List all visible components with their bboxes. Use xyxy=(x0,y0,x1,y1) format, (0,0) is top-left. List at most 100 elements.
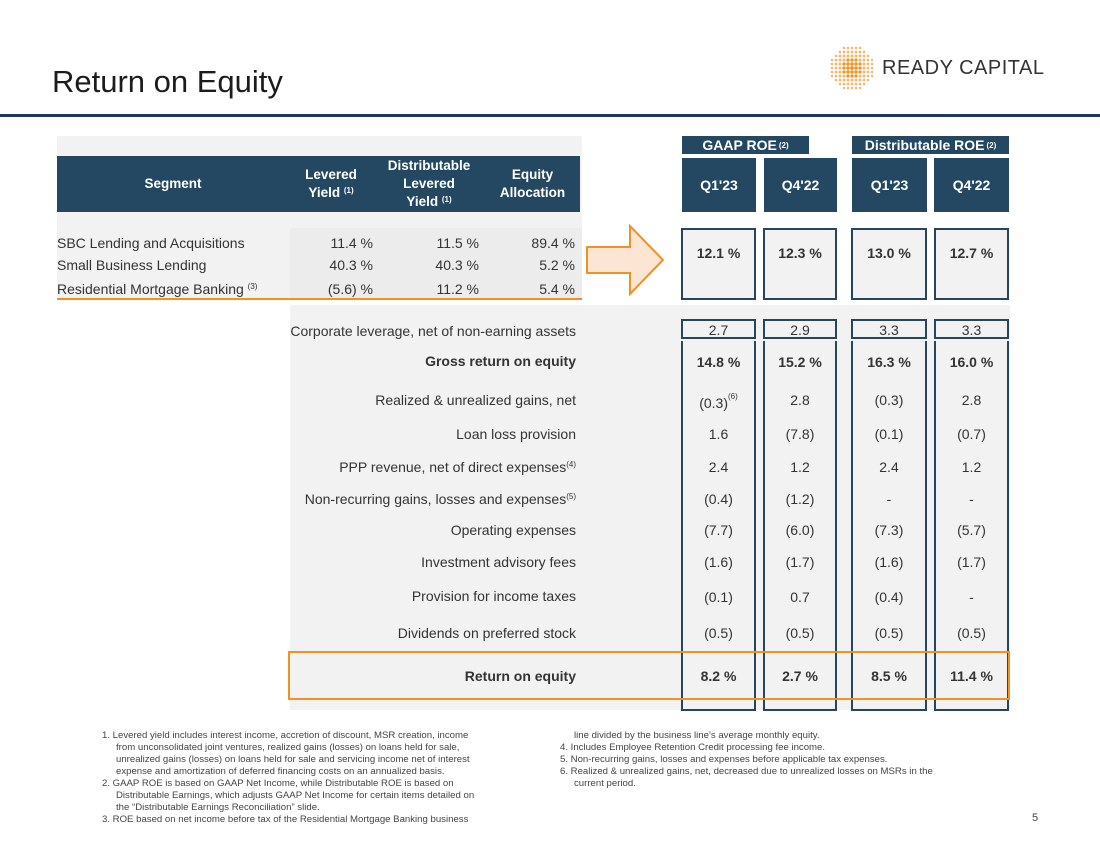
segment-roe-value: 12.7 % xyxy=(949,245,994,261)
row-label: Loan loss provision xyxy=(456,426,576,442)
dotted-globe-mark-icon xyxy=(830,46,874,90)
footnote-line: 2. GAAP ROE is based on GAAP Net Income,… xyxy=(102,778,454,789)
row-value: (1.6) xyxy=(704,554,733,570)
distributable-levered-yield-value: 40.3 % xyxy=(435,257,479,273)
logo-text: READY CAPITAL xyxy=(882,57,1045,79)
gaap-roe-header: GAAP ROE (2) xyxy=(682,136,809,154)
row-value: - xyxy=(969,491,974,507)
row-value: 3.3 xyxy=(879,322,899,338)
row-value: - xyxy=(969,589,974,605)
segment-underline xyxy=(57,298,582,300)
segment-roe-box xyxy=(934,228,1009,300)
header-levered-yield: Levered Yield (1) xyxy=(289,156,373,212)
row-label: Realized & unrealized gains, net xyxy=(375,392,576,408)
distributable-roe-header: Distributable ROE (2) xyxy=(852,136,1009,154)
row-value: 16.3 % xyxy=(867,354,911,370)
leverage-box xyxy=(763,319,837,339)
row-value: 11.4 % xyxy=(950,668,993,684)
row-value: (7.3) xyxy=(874,522,904,538)
footnote-line: expense and amortization of deferred fin… xyxy=(116,766,445,777)
row-value: 2.9 xyxy=(790,322,810,338)
row-value: 0.7 xyxy=(790,589,810,605)
row-value: (0.3) xyxy=(874,392,904,408)
row-value: (0.7) xyxy=(957,426,986,442)
distributable-levered-yield-value: 11.5 % xyxy=(436,235,479,251)
row-value: 3.3 xyxy=(961,322,982,338)
row-value: (0.4) xyxy=(874,589,904,605)
bottom-line xyxy=(763,709,837,711)
equity-allocation-value: 89.4 % xyxy=(531,235,575,251)
row-value: (0.5) xyxy=(957,625,986,641)
bottom-line xyxy=(681,709,756,711)
footnotes-left: 1. Levered yield includes interest incom… xyxy=(102,730,542,826)
period-header: Q4'22 xyxy=(934,158,1009,212)
segment-name: Residential Mortgage Banking (3) xyxy=(57,281,258,297)
column-line xyxy=(925,341,927,711)
row-value: (1.2) xyxy=(785,491,815,507)
row-value: 2.8 xyxy=(961,392,982,408)
right-arrow-icon xyxy=(586,223,665,297)
segment-roe-box xyxy=(763,228,837,300)
footnote-line: the “Distributable Earnings Reconciliati… xyxy=(116,802,320,813)
equity-allocation-value: 5.4 % xyxy=(539,281,575,297)
column-line xyxy=(754,341,756,711)
row-value: (1.7) xyxy=(957,554,986,570)
roe-bridge-panel xyxy=(290,305,1010,710)
header-distributable-levered-yield: Distributable Levered Yield (1) xyxy=(373,156,485,212)
column-line xyxy=(681,341,683,711)
distributable-levered-yield-value: 11.2 % xyxy=(436,281,479,297)
row-value: (7.8) xyxy=(785,426,815,442)
footnotes-right: line divided by the business line’s aver… xyxy=(560,730,1010,790)
return-on-equity-highlight xyxy=(288,651,1010,700)
footnote-line: 5. Non-recurring gains, losses and expen… xyxy=(560,754,888,765)
row-value: 15.2 % xyxy=(778,354,822,370)
row-value: 2.7 xyxy=(708,322,729,338)
row-label: Corporate leverage, net of non-earning a… xyxy=(290,323,576,339)
segment-roe-value: 12.1 % xyxy=(696,245,741,261)
footnote-line: unrealized gains (losses) on loans held … xyxy=(116,754,470,765)
column-line xyxy=(851,341,853,711)
segment-roe-box xyxy=(851,228,927,300)
row-value: 1.6 xyxy=(708,426,729,442)
levered-yield-value: 11.4 % xyxy=(330,235,373,251)
row-value: (0.5) xyxy=(704,625,733,641)
row-value: (0.1) xyxy=(704,589,733,605)
row-label: Operating expenses xyxy=(450,522,576,538)
row-value: (1.7) xyxy=(785,554,815,570)
page-number: 5 xyxy=(1032,812,1039,824)
header-segment: Segment xyxy=(57,156,289,212)
row-value: 2.8 xyxy=(790,392,810,408)
bottom-line xyxy=(934,709,1009,711)
row-value: 14.8 % xyxy=(696,354,741,370)
bottom-line xyxy=(851,709,927,711)
title-rule xyxy=(0,114,1100,117)
footnote-line: 4. Includes Employee Retention Credit pr… xyxy=(560,742,826,753)
row-label: PPP revenue, net of direct expenses(4) xyxy=(339,459,576,475)
levered-yield-value: (5.6) % xyxy=(327,281,373,297)
footnote-line: Distributable Earnings, which adjusts GA… xyxy=(116,790,475,801)
header-equity-allocation: Equity Allocation xyxy=(485,156,580,212)
row-value: 2.4 xyxy=(879,459,899,475)
segment-roe-value: 12.3 % xyxy=(778,245,822,261)
row-value: - xyxy=(886,491,892,507)
segment-name: Small Business Lending xyxy=(57,257,207,273)
leverage-box xyxy=(934,319,1009,339)
row-value: (5.7) xyxy=(957,522,986,538)
row-value: (0.1) xyxy=(874,426,904,442)
footnote-line: 6. Realized & unrealized gains, net, dec… xyxy=(560,766,933,777)
period-header: Q4'22 xyxy=(764,158,837,212)
row-value: (0.5) xyxy=(874,625,904,641)
row-label: Gross return on equity xyxy=(425,353,576,369)
page-title: Return on Equity xyxy=(52,64,283,99)
footnote-line: 1. Levered yield includes interest incom… xyxy=(102,730,469,741)
company-logo: READY CAPITAL xyxy=(828,44,1048,94)
equity-allocation-value: 5.2 % xyxy=(539,257,575,273)
row-value: (0.3)(6) xyxy=(699,392,738,411)
period-header: Q1'23 xyxy=(682,158,756,212)
footnote-line: line divided by the business line’s aver… xyxy=(574,730,820,741)
row-value: 2.7 % xyxy=(782,668,818,684)
levered-yield-value: 40.3 % xyxy=(329,257,373,273)
row-value: (7.7) xyxy=(704,522,733,538)
row-label: Return on equity xyxy=(464,668,576,684)
row-label: Provision for income taxes xyxy=(411,588,576,604)
